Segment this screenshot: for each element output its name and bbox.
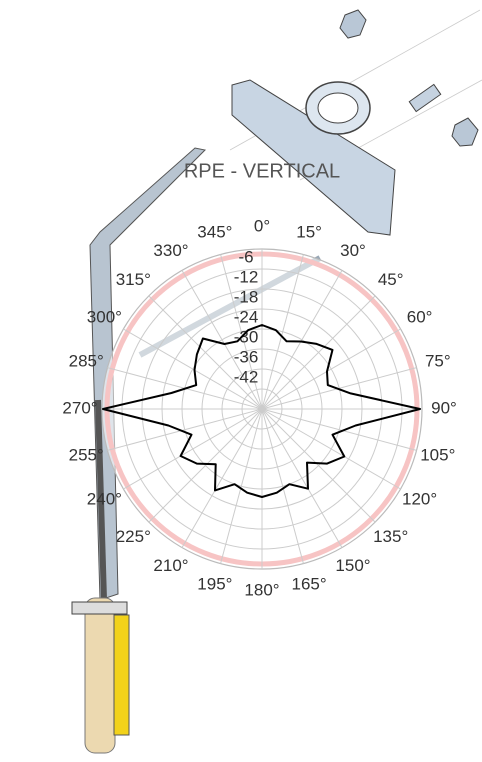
theta-tick-label: 15° [296, 223, 322, 242]
theta-tick-label: 210° [153, 556, 188, 575]
theta-tick-label: 135° [373, 527, 408, 546]
theta-tick-label: 300° [87, 307, 122, 326]
theta-tick-label: 255° [69, 446, 104, 465]
theta-tick-label: 165° [292, 574, 327, 593]
r-tick-label: -12 [234, 267, 259, 286]
theta-tick-label: 60° [407, 307, 433, 326]
theta-tick-label: 285° [69, 351, 104, 370]
r-tick-label: -24 [234, 307, 259, 326]
theta-tick-label: 120° [402, 489, 437, 508]
theta-tick-label: 150° [335, 556, 370, 575]
theta-tick-label: 195° [197, 574, 232, 593]
theta-tick-label: 315° [116, 270, 151, 289]
theta-tick-label: 240° [87, 489, 122, 508]
polar-plot: 0° 15° 30° 45°60° 75° 90° 105° 120° 135°150° 165°… [62, 216, 456, 599]
theta-tick-label: 345° [197, 223, 232, 242]
r-tick-label: -18 [234, 287, 259, 306]
theta-tick-label: 30° [340, 241, 366, 260]
r-tick-label: -36 [234, 347, 259, 366]
r-tick-label: -30 [234, 327, 259, 346]
theta-tick-label: 75° [425, 351, 451, 370]
theta-tick-label: 225° [116, 527, 151, 546]
chart: 0° 15° 30° 45°60° 75° 90° 105° 120° 135°150° 165°… [0, 0, 482, 762]
theta-tick-label: 270° [62, 398, 97, 417]
r-tick-label: -42 [234, 367, 259, 386]
theta-tick-label: 45° [378, 270, 404, 289]
r-tick-label: -6 [238, 247, 253, 266]
theta-tick-label: 180° [244, 580, 279, 599]
chart-title: RPE - VERTICAL [184, 160, 340, 182]
theta-tick-label: 0° [254, 216, 270, 235]
theta-tick-label: 330° [153, 241, 188, 260]
theta-tick-label: 90° [431, 398, 457, 417]
theta-tick-label: 105° [420, 446, 455, 465]
